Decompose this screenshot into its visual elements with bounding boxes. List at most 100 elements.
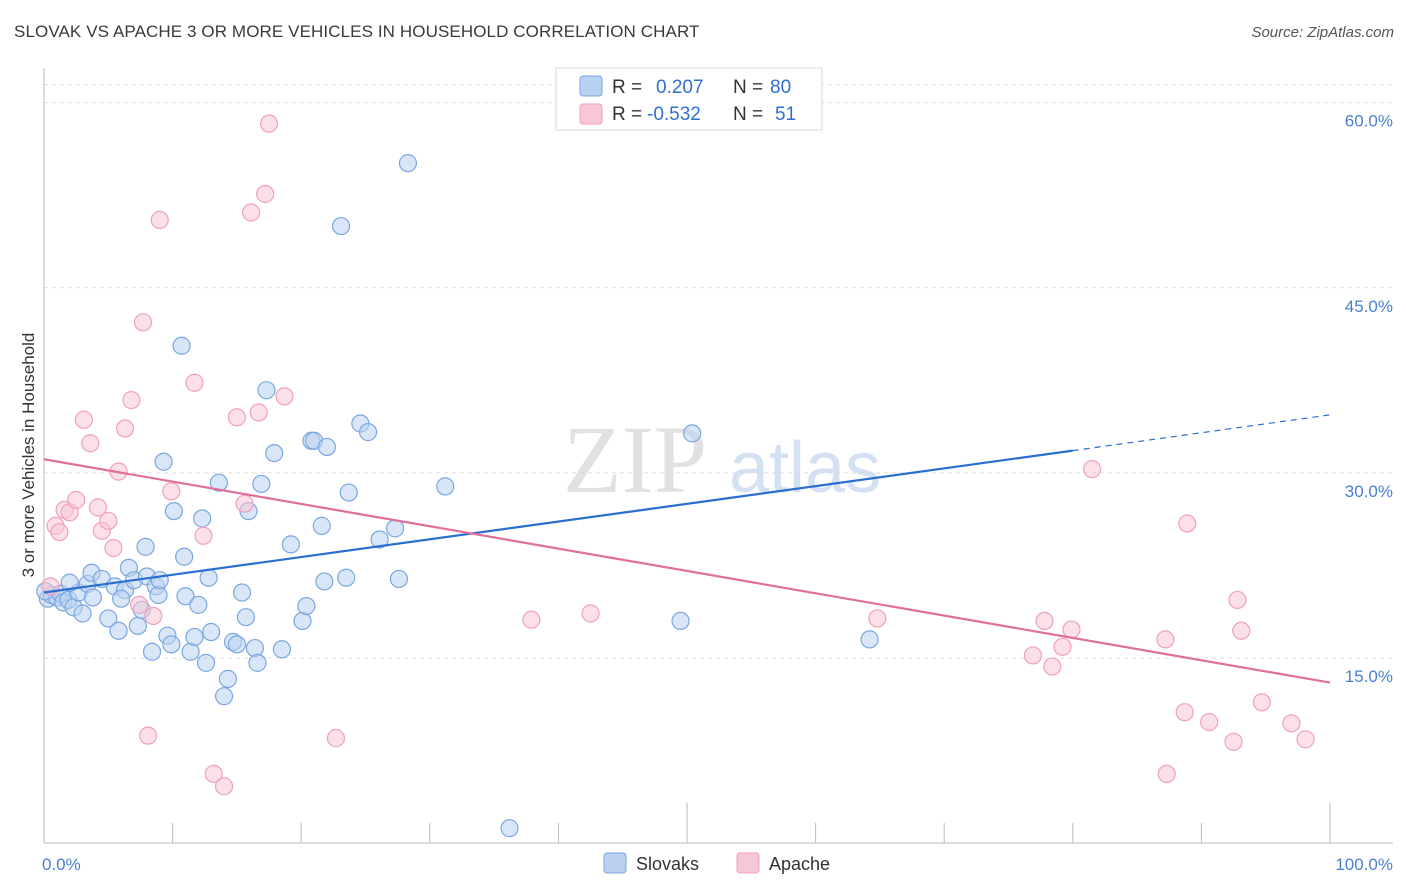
- point-slovaks-35: [189, 595, 208, 614]
- trend-line-apache: [43, 458, 1331, 684]
- point-slovaks-46: [236, 608, 256, 627]
- point-apache-36: [1023, 646, 1043, 665]
- point-slovaks-68: [385, 519, 405, 538]
- point-apache-14: [122, 390, 141, 410]
- legend: R = 0.207 N = 80 R = -0.532 N = 51: [555, 67, 823, 131]
- point-slovaks-59: [312, 516, 331, 535]
- point-slovaks-42: [218, 669, 237, 688]
- point-slovaks-8: [73, 604, 92, 623]
- point-apache-47: [1224, 732, 1243, 751]
- point-apache-46: [1200, 712, 1219, 732]
- watermark: ZIP atlas: [563, 406, 881, 513]
- point-slovaks-45: [232, 583, 252, 602]
- point-apache-8: [88, 498, 108, 517]
- point-apache-38: [1043, 657, 1062, 676]
- point-apache-41: [1082, 460, 1102, 479]
- point-apache-44: [1175, 703, 1194, 722]
- point-apache-42: [1156, 630, 1175, 649]
- point-apache-11: [104, 539, 123, 558]
- point-slovaks-54: [281, 535, 301, 554]
- point-apache-2: [50, 522, 69, 542]
- point-slovaks-41: [214, 687, 234, 706]
- point-slovaks-19: [128, 616, 147, 635]
- y-axis-title: 3 or more Vehicles in Household: [19, 333, 38, 578]
- point-slovaks-48: [245, 638, 265, 658]
- point-apache-52: [1296, 730, 1315, 749]
- trend-line-slovaks: [43, 449, 1073, 594]
- legend-r-value-apache: -0.532: [647, 104, 701, 125]
- watermark-zip: ZIP: [563, 406, 707, 513]
- point-apache-33: [522, 610, 541, 629]
- point-apache-24: [214, 777, 234, 796]
- point-apache-31: [275, 387, 294, 406]
- legend-n-label-apache: N =: [733, 104, 763, 125]
- point-slovaks-73: [671, 611, 690, 631]
- point-apache-50: [1252, 693, 1271, 712]
- point-slovaks-28: [162, 635, 181, 654]
- trend-lines: [43, 414, 1331, 684]
- point-slovaks-70: [398, 154, 418, 173]
- point-apache-26: [235, 494, 254, 513]
- point-slovaks-26: [154, 452, 173, 471]
- point-slovaks-64: [339, 483, 358, 502]
- point-slovaks-44: [227, 635, 246, 654]
- legend-n-value-slovaks: 80: [770, 77, 791, 98]
- point-slovaks-40: [209, 473, 228, 492]
- point-slovaks-63: [337, 568, 356, 587]
- point-slovaks-67: [370, 530, 389, 549]
- point-apache-22: [194, 526, 213, 545]
- bottom-legend-swatch-slovaks: [603, 852, 627, 874]
- bottom-legend-label-slovaks: Slovaks: [636, 854, 699, 874]
- point-slovaks-72: [500, 819, 519, 838]
- point-apache-18: [144, 606, 163, 626]
- point-slovaks-32: [176, 587, 195, 606]
- point-apache-15: [130, 595, 149, 614]
- legend-r-label-slovaks: R =: [612, 77, 642, 98]
- point-slovaks-51: [257, 381, 276, 400]
- point-slovaks-53: [272, 640, 292, 659]
- legend-r-label-apache: R =: [612, 104, 642, 125]
- gridlines: [44, 84, 1393, 659]
- point-apache-43: [1157, 764, 1176, 784]
- point-slovaks-77: [60, 573, 79, 592]
- axes: [43, 68, 1393, 844]
- point-apache-23: [204, 764, 223, 784]
- point-apache-19: [150, 210, 169, 229]
- point-slovaks-49: [248, 653, 267, 672]
- chart-source: Source: ZipAtlas.com: [1251, 24, 1394, 41]
- y-tick-labels: 15.0% 30.0% 45.0% 60.0%: [1345, 112, 1393, 686]
- point-apache-51: [1282, 714, 1301, 733]
- bottom-legend: Slovaks Apache: [603, 852, 830, 874]
- point-apache-30: [259, 114, 279, 133]
- point-apache-34: [581, 604, 600, 623]
- point-slovaks-71: [436, 477, 455, 496]
- point-apache-28: [249, 403, 268, 422]
- point-slovaks-62: [331, 216, 351, 236]
- series-apache: [41, 114, 1315, 796]
- point-slovaks-13: [99, 609, 118, 628]
- point-apache-40: [1062, 620, 1081, 639]
- point-apache-6: [74, 410, 93, 429]
- legend-swatch-slovaks: [579, 75, 603, 97]
- point-apache-32: [326, 729, 346, 748]
- bottom-legend-label-apache: Apache: [769, 854, 830, 874]
- point-apache-21: [185, 373, 204, 392]
- point-apache-48: [1228, 590, 1247, 610]
- point-slovaks-29: [164, 501, 183, 521]
- point-apache-37: [1035, 611, 1054, 631]
- point-apache-10: [99, 511, 118, 531]
- point-slovaks-69: [389, 569, 409, 589]
- y-tick-label-0: 15.0%: [1345, 667, 1393, 686]
- point-slovaks-56: [297, 596, 316, 616]
- point-apache-16: [133, 313, 153, 332]
- y-tick-label-1: 30.0%: [1345, 482, 1393, 501]
- point-slovaks-75: [860, 630, 879, 649]
- bottom-legend-swatch-apache: [736, 852, 760, 874]
- point-apache-35: [868, 609, 887, 628]
- point-apache-29: [256, 184, 275, 204]
- point-slovaks-36: [193, 509, 212, 528]
- point-apache-7: [81, 434, 100, 453]
- point-apache-13: [115, 419, 135, 438]
- point-slovaks-50: [252, 474, 271, 494]
